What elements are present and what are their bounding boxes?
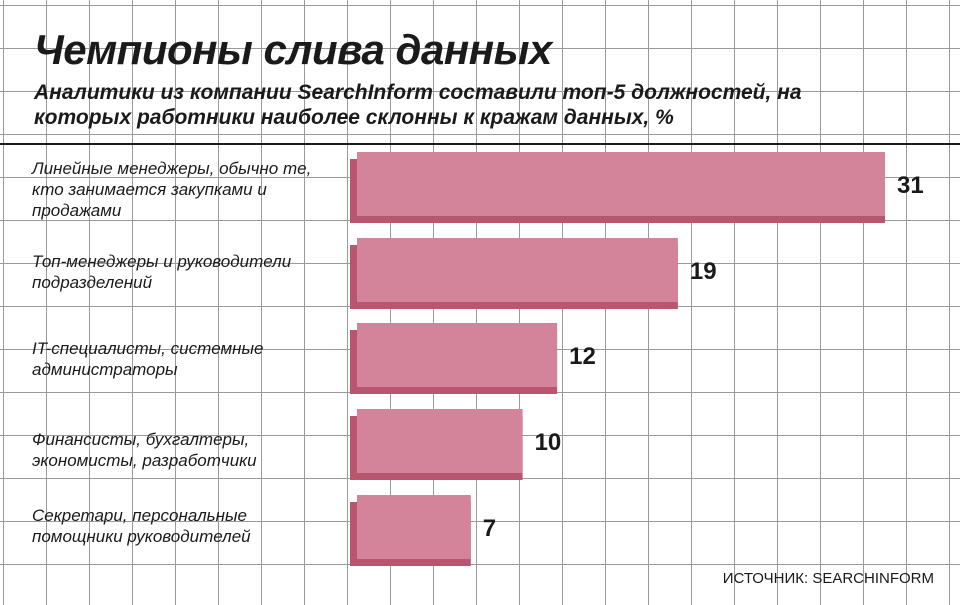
source-note: ИСТОЧНИК: SEARCHINFORM [722, 570, 934, 587]
chart-subtitle: Аналитики из компании SearchInform соста… [34, 81, 802, 129]
value-label-4: 10 [535, 429, 562, 456]
bar-3 [357, 323, 558, 387]
category-label-3: IT-специалисты, системные администраторы [32, 339, 264, 379]
category-label-1: Линейные менеджеры, обычно те, кто заним… [32, 159, 312, 220]
bar-5 [357, 495, 471, 559]
value-label-1: 31 [897, 172, 924, 199]
value-label-2: 19 [690, 258, 717, 285]
value-label-5: 7 [483, 515, 496, 542]
bar-1 [357, 152, 885, 216]
category-label-5: Секретари, персональные помощники руково… [32, 506, 251, 546]
value-label-3: 12 [569, 343, 596, 370]
header-divider [0, 143, 960, 145]
category-label-4: Финансисты, бухгалтеры, экономисты, разр… [32, 430, 257, 470]
category-label-2: Топ-менеджеры и руководители подразделен… [32, 252, 292, 292]
chart-title: Чемпионы слива данных [34, 26, 552, 73]
bar-4 [357, 409, 523, 473]
bar-2 [357, 238, 678, 302]
chart-header: Чемпионы слива данных Аналитики из компа… [0, 0, 960, 148]
